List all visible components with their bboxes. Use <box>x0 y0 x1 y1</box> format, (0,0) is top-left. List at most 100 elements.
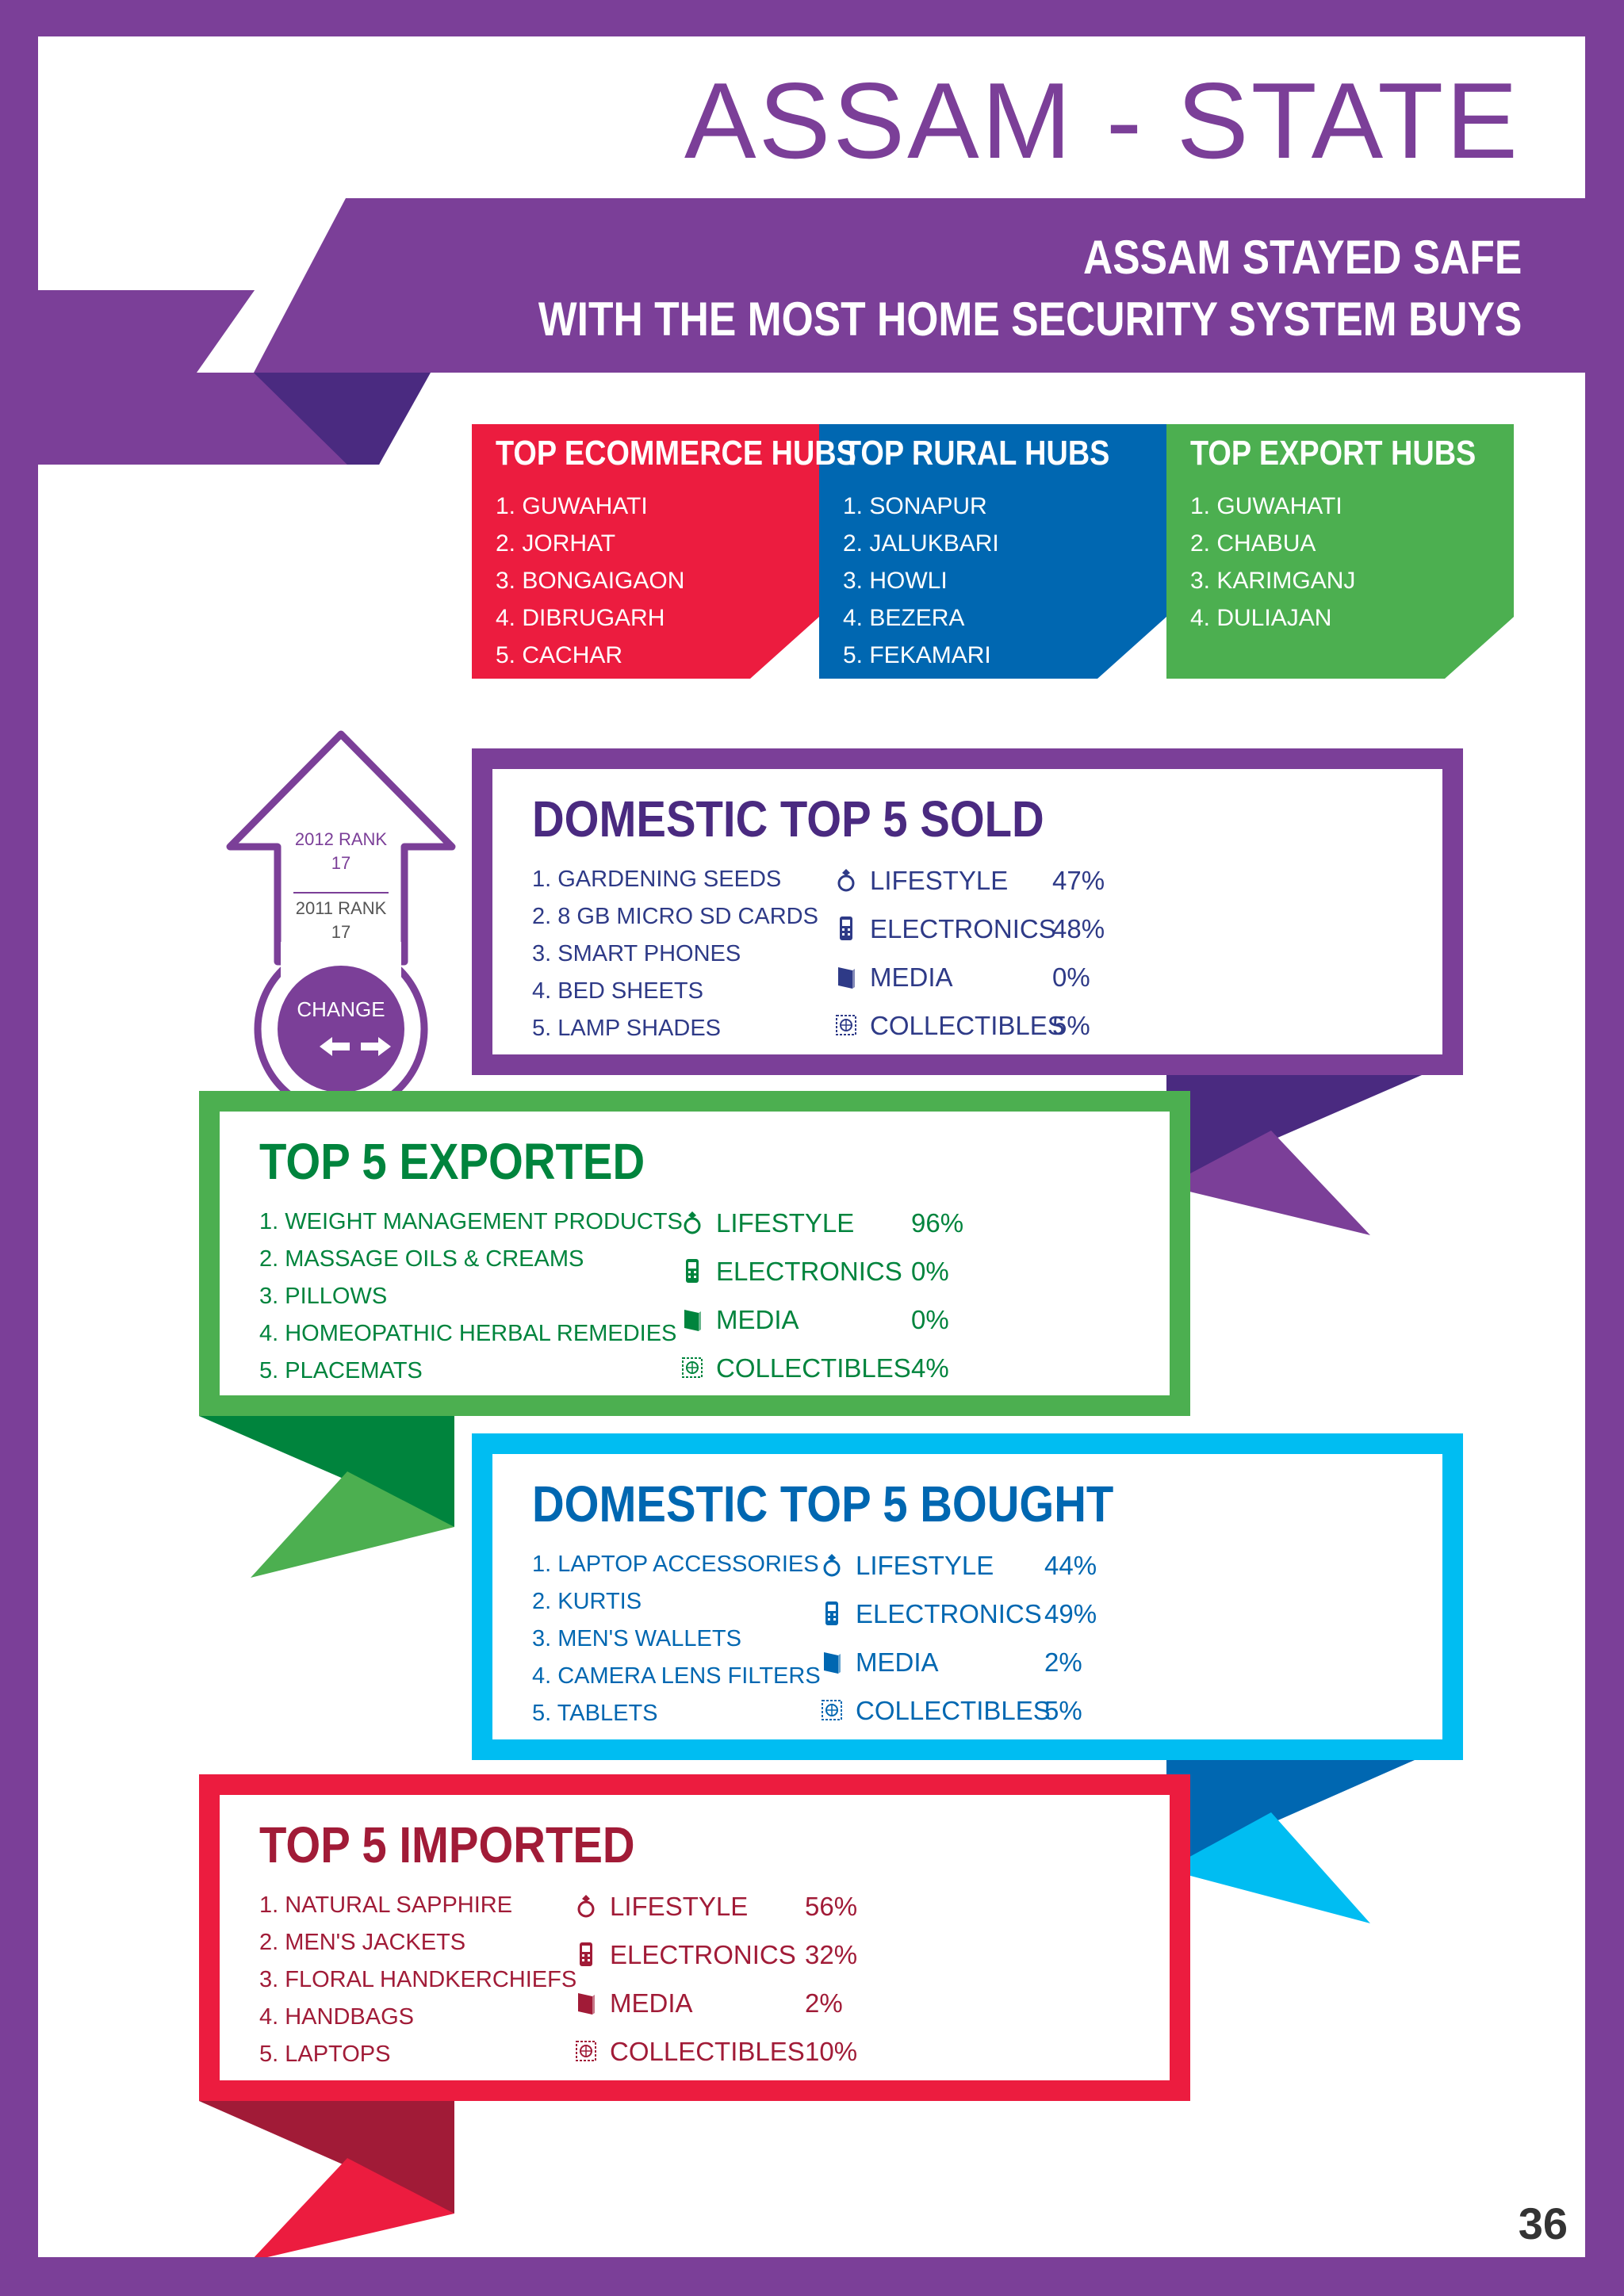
page-number: 36 <box>1518 2198 1568 2248</box>
list-item: 2. MEN'S JACKETS <box>259 1930 466 1955</box>
hub-export: TOP EXPORT HUBS 1. GUWAHATI 2. CHABUA 3.… <box>1166 424 1514 679</box>
stamp-icon <box>821 1697 843 1723</box>
book-icon <box>835 964 857 989</box>
category-row: ELECTRONICS 48% <box>835 909 1147 949</box>
hub-ecommerce-title: TOP ECOMMERCE HUBS <box>496 434 856 473</box>
category-label: ELECTRONICS <box>870 914 1056 943</box>
phone-icon <box>821 1601 843 1626</box>
ring-icon <box>681 1210 703 1235</box>
domestic-bought-title: DOMESTIC TOP 5 BOUGHT <box>532 1475 1114 1533</box>
hub-rural-list: 1. SONAPUR 2. JALUKBARI 3. HOWLI 4. BEZE… <box>843 488 999 674</box>
list-item: 4. DIBRUGARH <box>496 605 665 631</box>
exported-title: TOP 5 EXPORTED <box>259 1133 645 1190</box>
category-label: MEDIA <box>610 1988 693 2018</box>
category-label: MEDIA <box>870 962 953 992</box>
imported-list: 1. NATURAL SAPPHIRE 2. MEN'S JACKETS 3. … <box>259 1887 576 2073</box>
category-percent: 4% <box>911 1353 949 1383</box>
exported-panel: TOP 5 EXPORTED 1. WEIGHT MANAGEMENT PROD… <box>199 1091 1190 1416</box>
left-right-arrows-icon <box>320 1037 391 1056</box>
list-item: 1. SONAPUR <box>843 493 987 519</box>
hub-rural-bg <box>819 424 1166 679</box>
list-item: 3. MEN'S WALLETS <box>532 1626 741 1651</box>
category-percent: 96% <box>911 1208 964 1238</box>
imported-panel: TOP 5 IMPORTED 1. NATURAL SAPPHIRE 2. ME… <box>199 1774 1190 2101</box>
page: ASSAM - STATE ASSAM STAYED SAFE WITH THE… <box>38 36 1585 2257</box>
list-item: 1. NATURAL SAPPHIRE <box>259 1892 513 1918</box>
category-percent: 56% <box>805 1892 858 1921</box>
category-label: ELECTRONICS <box>716 1257 902 1286</box>
book-icon <box>821 1649 843 1674</box>
category-percent: 32% <box>805 1940 858 1969</box>
category-label: LIFESTYLE <box>716 1208 855 1238</box>
category-percent: 10% <box>805 2037 858 2066</box>
hub-export-title: TOP EXPORT HUBS <box>1190 434 1477 473</box>
category-row: ELECTRONICS 32% <box>575 1935 900 1975</box>
header-ribbon-main <box>254 198 1585 373</box>
list-item: 1. GUWAHATI <box>1190 493 1342 519</box>
category-row: COLLECTIBLES 4% <box>681 1349 1006 1388</box>
list-item: 2. MASSAGE OILS & CREAMS <box>259 1246 584 1272</box>
list-item: 4. HOMEOPATHIC HERBAL REMEDIES <box>259 1321 677 1346</box>
rank-2012-label: 2012 RANK <box>294 829 388 849</box>
book-icon <box>575 1990 597 2015</box>
hub-ecommerce-list: 1. GUWAHATI 2. JORHAT 3. BONGAIGAON 4. D… <box>496 488 684 674</box>
category-row: MEDIA 0% <box>681 1300 1006 1340</box>
category-percent: 47% <box>1052 866 1105 895</box>
ring-icon <box>835 867 857 893</box>
domestic-sold-title: DOMESTIC TOP 5 SOLD <box>532 790 1044 848</box>
list-item: 1. WEIGHT MANAGEMENT PRODUCTS <box>259 1209 683 1234</box>
category-percent: 2% <box>805 1988 843 2018</box>
category-row: LIFESTYLE 96% <box>681 1203 1006 1243</box>
category-label: COLLECTIBLES <box>610 2037 805 2066</box>
list-item: 3. SMART PHONES <box>532 941 741 966</box>
hub-ecommerce: TOP ECOMMERCE HUBS 1. GUWAHATI 2. JORHAT… <box>472 424 856 679</box>
domestic-bought-list: 1. LAPTOP ACCESSORIES 2. KURTIS 3. MEN'S… <box>532 1546 821 1732</box>
list-item: 1. GARDENING SEEDS <box>532 867 782 892</box>
category-label: LIFESTYLE <box>870 866 1009 895</box>
stamp-icon <box>575 2038 597 2064</box>
category-percent: 0% <box>911 1305 949 1334</box>
stamp-icon <box>835 1012 857 1038</box>
category-label: COLLECTIBLES <box>716 1353 911 1383</box>
list-item: 3. FLORAL HANDKERCHIEFS <box>259 1967 577 1992</box>
category-percent: 5% <box>1052 1011 1090 1040</box>
category-label: LIFESTYLE <box>856 1551 994 1580</box>
ring-icon <box>821 1552 843 1578</box>
list-item: 1. LAPTOP ACCESSORIES <box>532 1552 819 1577</box>
ring-icon <box>575 1893 597 1919</box>
hub-ecommerce-bg <box>472 424 819 679</box>
list-item: 4. HANDBAGS <box>259 2004 414 2030</box>
list-item: 3. PILLOWS <box>259 1284 388 1309</box>
list-item: 3. HOWLI <box>843 568 948 594</box>
list-item: 2. CHABUA <box>1190 530 1316 557</box>
category-row: LIFESTYLE 56% <box>575 1887 900 1927</box>
subtitle-line-2: WITH THE MOST HOME SECURITY SYSTEM BUYS <box>538 293 1522 346</box>
bought-ribbon-tail <box>1166 1812 1370 1923</box>
rank-arrow <box>226 730 456 1116</box>
book-icon <box>681 1307 703 1332</box>
hub-rural: TOP RURAL HUBS 1. SONAPUR 2. JALUKBARI 3… <box>819 424 1166 679</box>
imported-ribbon-tail <box>254 2158 454 2257</box>
category-percent: 48% <box>1052 914 1105 943</box>
list-item: 4. DULIAJAN <box>1190 605 1332 631</box>
page-title: ASSAM - STATE <box>684 60 1520 181</box>
rank-2012: 2012 RANK 17 <box>270 828 412 875</box>
category-label: ELECTRONICS <box>610 1940 796 1969</box>
category-row: MEDIA 0% <box>835 958 1147 997</box>
subtitle-line-1: ASSAM STAYED SAFE <box>1082 231 1522 284</box>
category-row: MEDIA 2% <box>575 1984 900 2023</box>
phone-icon <box>681 1258 703 1284</box>
category-row: ELECTRONICS 0% <box>681 1252 1006 1292</box>
category-label: COLLECTIBLES <box>870 1011 1065 1040</box>
stamp-icon <box>681 1355 703 1380</box>
category-percent: 2% <box>1044 1647 1082 1677</box>
list-item: 4. BED SHEETS <box>532 978 703 1004</box>
category-row: MEDIA 2% <box>821 1643 1139 1682</box>
category-row: COLLECTIBLES 5% <box>821 1691 1139 1731</box>
list-item: 2. JALUKBARI <box>843 530 999 557</box>
list-item: 5. FEKAMARI <box>843 642 991 668</box>
phone-icon <box>835 916 857 941</box>
change-label: CHANGE <box>297 997 385 1021</box>
category-label: COLLECTIBLES <box>856 1696 1051 1725</box>
category-percent: 0% <box>911 1257 949 1286</box>
